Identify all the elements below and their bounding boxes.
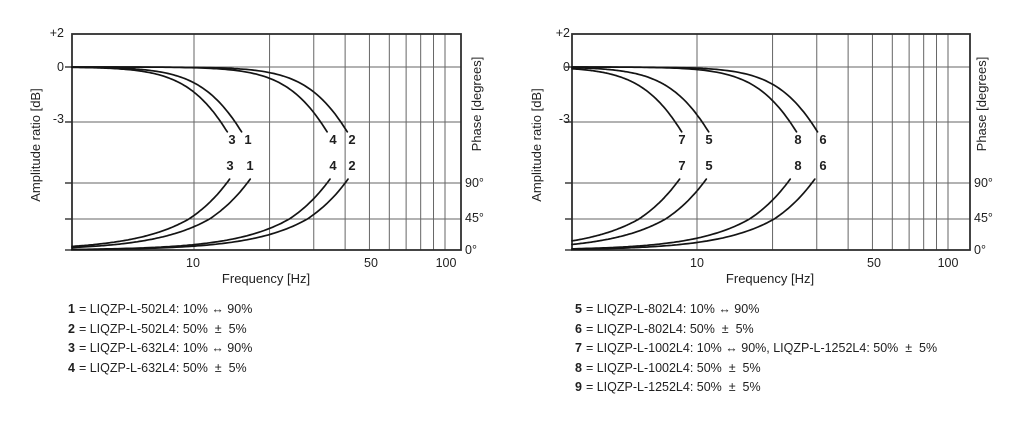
- legend-curve-number: 5: [575, 302, 582, 316]
- curve-label-phase-8: 8: [794, 158, 802, 173]
- curve-label-amplitude-2: 2: [348, 132, 356, 147]
- phase-curve-4: [71, 178, 331, 251]
- right-chart-phase-tick-0: 0°: [974, 243, 986, 257]
- legend-curve-text: = LIQZP-L-1252L4: 50% ± 5%: [585, 380, 761, 394]
- plot-border: [571, 33, 971, 251]
- curve-label-amplitude-8: 8: [794, 132, 802, 147]
- legend-item-4: 4 = LIQZP-L-632L4: 50% ± 5%: [68, 359, 252, 379]
- legend-item-6: 6 = LIQZP-L-802L4: 50% ± 5%: [575, 320, 937, 340]
- left-chart-freq-axis-title: Frequency [Hz]: [221, 271, 311, 286]
- curve-label-phase-2: 2: [348, 158, 356, 173]
- legend-curve-text: = LIQZP-L-802L4: 10% ↔ 90%: [585, 302, 760, 316]
- right-chart-legend: 5 = LIQZP-L-802L4: 10% ↔ 90% 6 = LIQZP-L-8…: [575, 300, 937, 398]
- legend-curve-text: = LIQZP-L-502L4: 10% ↔ 90%: [78, 302, 253, 316]
- curve-label-amplitude-3: 3: [228, 132, 236, 147]
- left-chart-freq-tick-100: 100: [435, 256, 457, 270]
- legend-curve-number: 2: [68, 321, 75, 336]
- legend-curve-text: = LIQZP-L-632L4: 10% ↔ 90%: [78, 341, 253, 355]
- phase-curve-2: [71, 178, 349, 251]
- legend-item-7: 7 = LIQZP-L-1002L4: 10% ↔ 90%, LIQZP-L-12…: [575, 339, 937, 359]
- amplitude-curve-5: [571, 66, 710, 133]
- phase-curve-7: [571, 178, 681, 242]
- curve-label-amplitude-5: 5: [705, 132, 713, 147]
- legend-curve-number: 4: [68, 360, 75, 375]
- curve-label-phase-3: 3: [226, 158, 234, 173]
- legend-curve-number: 9: [575, 380, 582, 394]
- legend-curve-text: = LIQZP-L-802L4: 50% ± 5%: [585, 321, 754, 336]
- phase-curve-1: [71, 178, 252, 249]
- right-chart-phase-axis-title: Phase [degrees]: [974, 56, 989, 152]
- legend-curve-text: = LIQZP-L-632L4: 50% ± 5%: [78, 360, 247, 375]
- curve-label-phase-1: 1: [246, 158, 254, 173]
- right-chart-freq-tick-50: 50: [867, 256, 881, 270]
- right-chart-freq-tick-100: 100: [937, 256, 959, 270]
- amplitude-curve-6: [571, 66, 819, 133]
- legend-curve-number: 8: [575, 360, 582, 375]
- left-chart-freq-tick-10: 10: [186, 256, 200, 270]
- legend-item-8: 8 = LIQZP-L-1002L4: 50% ± 5%: [575, 359, 937, 379]
- left-chart-db-tick-0: 0: [57, 60, 64, 74]
- left-chart-phase-axis-title: Phase [degrees]: [469, 56, 484, 152]
- curve-label-phase-5: 5: [705, 158, 713, 173]
- left-chart-db-tick-plus2: +2: [49, 26, 64, 40]
- amplitude-curve-7: [571, 67, 683, 133]
- legend-curve-number: 6: [575, 321, 582, 336]
- right-chart-freq-tick-10: 10: [690, 256, 704, 270]
- curve-label-amplitude-4: 4: [329, 132, 337, 147]
- left-chart-phase-tick-90: 90°: [465, 176, 484, 190]
- left-chart-amplitude-axis-title: Amplitude ratio [dB]: [28, 88, 43, 202]
- legend-curve-text: = LIQZP-L-502L4: 50% ± 5%: [78, 321, 247, 336]
- left-chart-db-tick-minus3: -3: [52, 112, 64, 126]
- curve-label-phase-7: 7: [678, 158, 686, 173]
- curve-label-phase-6: 6: [819, 158, 827, 173]
- left-chart-phase-tick-45: 45°: [465, 211, 484, 225]
- legend-item-5: 5 = LIQZP-L-802L4: 10% ↔ 90%: [575, 300, 937, 320]
- legend-curve-number: 3: [68, 341, 75, 355]
- plot-border: [71, 33, 462, 251]
- curve-label-amplitude-1: 1: [244, 132, 252, 147]
- legend-curve-text: = LIQZP-L-1002L4: 10% ↔ 90%, LIQZP-L-125…: [585, 341, 938, 355]
- right-chart-db-tick-minus3: -3: [558, 112, 570, 126]
- legend-item-1: 1 = LIQZP-L-502L4: 10% ↔ 90%: [68, 300, 252, 320]
- right-chart-phase-tick-45: 45°: [974, 211, 993, 225]
- legend-item-2: 2 = LIQZP-L-502L4: 50% ± 5%: [68, 320, 252, 340]
- amplitude-curve-2: [71, 66, 349, 133]
- legend-curve-text: = LIQZP-L-1002L4: 50% ± 5%: [585, 360, 761, 375]
- phase-curve-6: [571, 178, 816, 251]
- legend-item-3: 3 = LIQZP-L-632L4: 10% ↔ 90%: [68, 339, 252, 359]
- right-chart-freq-axis-title: Frequency [Hz]: [725, 271, 815, 286]
- phase-curve-3: [71, 178, 231, 248]
- right-chart-amplitude-axis-title: Amplitude ratio [dB]: [529, 88, 544, 202]
- phase-curve-5: [571, 178, 708, 246]
- curve-label-amplitude-7: 7: [678, 132, 686, 147]
- phase-curve-8: [571, 178, 792, 250]
- right-chart-phase-tick-90: 90°: [974, 176, 993, 190]
- bode-charts-canvas: [65, 33, 971, 251]
- curve-label-amplitude-6: 6: [819, 132, 827, 147]
- right-chart-db-tick-plus2: +2: [555, 26, 570, 40]
- legend-item-9: 9 = LIQZP-L-1252L4: 50% ± 5%: [575, 378, 937, 398]
- legend-curve-number: 7: [575, 341, 582, 355]
- left-chart-phase-tick-0: 0°: [465, 243, 477, 257]
- legend-curve-number: 1: [68, 302, 75, 316]
- left-chart-legend: 1 = LIQZP-L-502L4: 10% ↔ 90% 2 = LIQZP-L-5…: [68, 300, 252, 378]
- curve-label-phase-4: 4: [329, 158, 337, 173]
- right-chart-db-tick-0: 0: [563, 60, 570, 74]
- left-chart-freq-tick-50: 50: [364, 256, 378, 270]
